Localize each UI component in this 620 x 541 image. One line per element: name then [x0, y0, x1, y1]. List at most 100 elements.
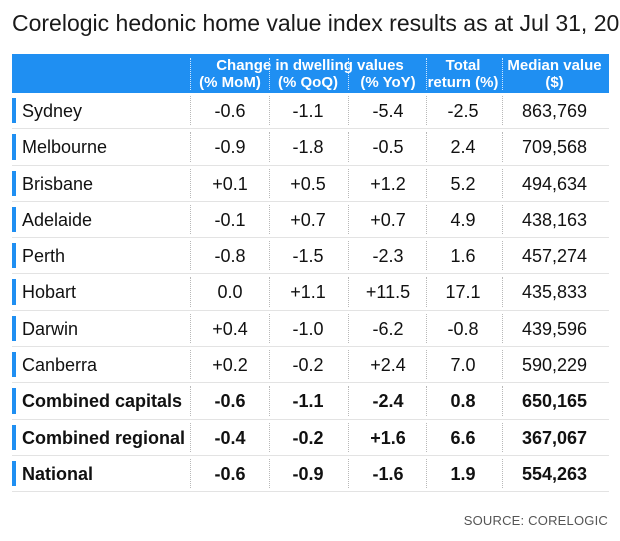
row-accent-bar	[12, 98, 16, 124]
column-divider	[269, 422, 270, 452]
column-divider	[426, 241, 427, 271]
column-divider	[348, 458, 349, 489]
table-row: Combined capitals -0.6 -1.1 -2.4 0.8 650,165	[12, 383, 609, 420]
table-row: Brisbane +0.1 +0.5 +1.2 5.2 494,634	[12, 166, 609, 202]
table-row: National -0.6 -0.9 -1.6 1.9 554,263	[12, 456, 609, 493]
header-group-change: Change in dwelling values	[216, 57, 404, 74]
cell-total-return: 17.1	[445, 282, 481, 303]
cell-yoy: +0.7	[370, 209, 406, 230]
table-row: Canberra +0.2 -0.2 +2.4 7.0 590,229	[12, 347, 609, 384]
cell-mom: 0.0	[217, 282, 243, 303]
cell-yoy: -1.6	[372, 463, 404, 484]
table-row: Darwin +0.4 -1.0 -6.2 -0.8 439,596	[12, 311, 609, 348]
cell-mom: -0.6	[214, 101, 246, 121]
table-body: Sydney -0.6 -1.1 -5.4 -2.5 863,769 Melbourne -0…	[12, 93, 609, 493]
column-divider	[502, 422, 503, 452]
cell-yoy: +11.5	[365, 282, 411, 303]
row-accent-bar	[12, 388, 16, 414]
header-divider	[269, 58, 270, 90]
cell-yoy: -5.4	[372, 101, 404, 121]
column-divider	[426, 313, 427, 344]
table-row: Perth -0.8 -1.5 -2.3 1.6 457,274	[12, 238, 609, 275]
column-divider	[502, 241, 503, 271]
column-divider	[502, 458, 503, 489]
row-name: Perth	[22, 246, 66, 267]
column-divider	[190, 350, 191, 380]
row-accent-bar	[12, 206, 16, 233]
column-divider	[348, 422, 349, 452]
column-divider	[190, 132, 191, 162]
header-divider	[190, 58, 191, 90]
column-divider	[348, 386, 349, 416]
cell-total-return: 2.4	[450, 137, 476, 158]
cell-yoy: -2.3	[372, 246, 404, 267]
column-divider	[426, 96, 427, 126]
header-divider	[348, 58, 349, 90]
cell-median-value: 494,634	[521, 173, 588, 194]
cell-mom: -0.1	[214, 209, 246, 230]
cell-qoq: -0.2	[292, 355, 324, 376]
column-divider	[269, 241, 270, 271]
column-divider	[348, 132, 349, 162]
column-divider	[502, 277, 503, 307]
column-divider	[190, 241, 191, 271]
table-row: Hobart 0.0 +1.1 +11.5 17.1 435,833	[12, 274, 609, 311]
column-divider	[190, 277, 191, 307]
cell-total-return: 6.6	[450, 427, 476, 448]
column-divider	[269, 132, 270, 162]
column-divider	[502, 350, 503, 380]
table-row: Sydney -0.6 -1.1 -5.4 -2.5 863,769	[12, 93, 609, 130]
cell-qoq: +1.1	[290, 282, 326, 303]
cell-yoy: -0.5	[372, 137, 404, 158]
cell-total-return: 1.9	[450, 463, 476, 484]
column-divider	[190, 96, 191, 126]
cell-mom: +0.4	[212, 318, 248, 339]
cell-median-value: 438,163	[521, 209, 588, 230]
cell-median-value: 590,229	[521, 355, 588, 376]
cell-qoq: -1.5	[292, 246, 324, 267]
column-divider	[348, 204, 349, 235]
row-accent-bar	[12, 315, 16, 342]
column-divider	[269, 313, 270, 344]
table-header: Change in dwelling values (% MoM) (% QoQ…	[12, 54, 609, 93]
column-divider	[426, 386, 427, 416]
cell-qoq: -1.1	[292, 391, 324, 412]
header-total-sub: return (%)	[427, 74, 499, 91]
column-divider	[426, 350, 427, 380]
cell-yoy: +2.4	[370, 355, 406, 376]
cell-mom: +0.1	[212, 173, 248, 194]
header-divider	[502, 58, 503, 90]
column-divider	[348, 350, 349, 380]
row-accent-bar	[12, 424, 16, 450]
column-divider	[348, 168, 349, 198]
header-qoq: (% QoQ)	[278, 74, 338, 91]
cell-qoq: -1.0	[292, 318, 324, 339]
cell-median-value: 367,067	[521, 427, 588, 448]
column-divider	[269, 277, 270, 307]
row-name: National	[22, 463, 94, 484]
cell-qoq: -0.9	[292, 463, 324, 484]
row-name: Sydney	[22, 101, 83, 121]
column-divider	[190, 168, 191, 198]
cell-qoq: +0.7	[290, 209, 326, 230]
cell-median-value: 863,769	[521, 101, 588, 121]
cell-mom: -0.6	[214, 391, 246, 412]
row-name: Darwin	[22, 318, 79, 339]
cell-median-value: 435,833	[521, 282, 588, 303]
column-divider	[426, 132, 427, 162]
column-divider	[190, 204, 191, 235]
column-divider	[348, 277, 349, 307]
column-divider	[426, 458, 427, 489]
row-name: Melbourne	[22, 137, 108, 158]
header-total: Total	[445, 57, 481, 74]
column-divider	[269, 458, 270, 489]
row-accent-bar	[12, 243, 16, 269]
cell-total-return: 7.0	[450, 355, 476, 376]
cell-yoy: +1.2	[370, 173, 406, 194]
cell-median-value: 439,596	[521, 318, 588, 339]
row-name: Brisbane	[22, 173, 94, 194]
column-divider	[269, 96, 270, 126]
header-median-sub: ($)	[545, 74, 564, 91]
row-name: Combined regional	[22, 427, 186, 448]
